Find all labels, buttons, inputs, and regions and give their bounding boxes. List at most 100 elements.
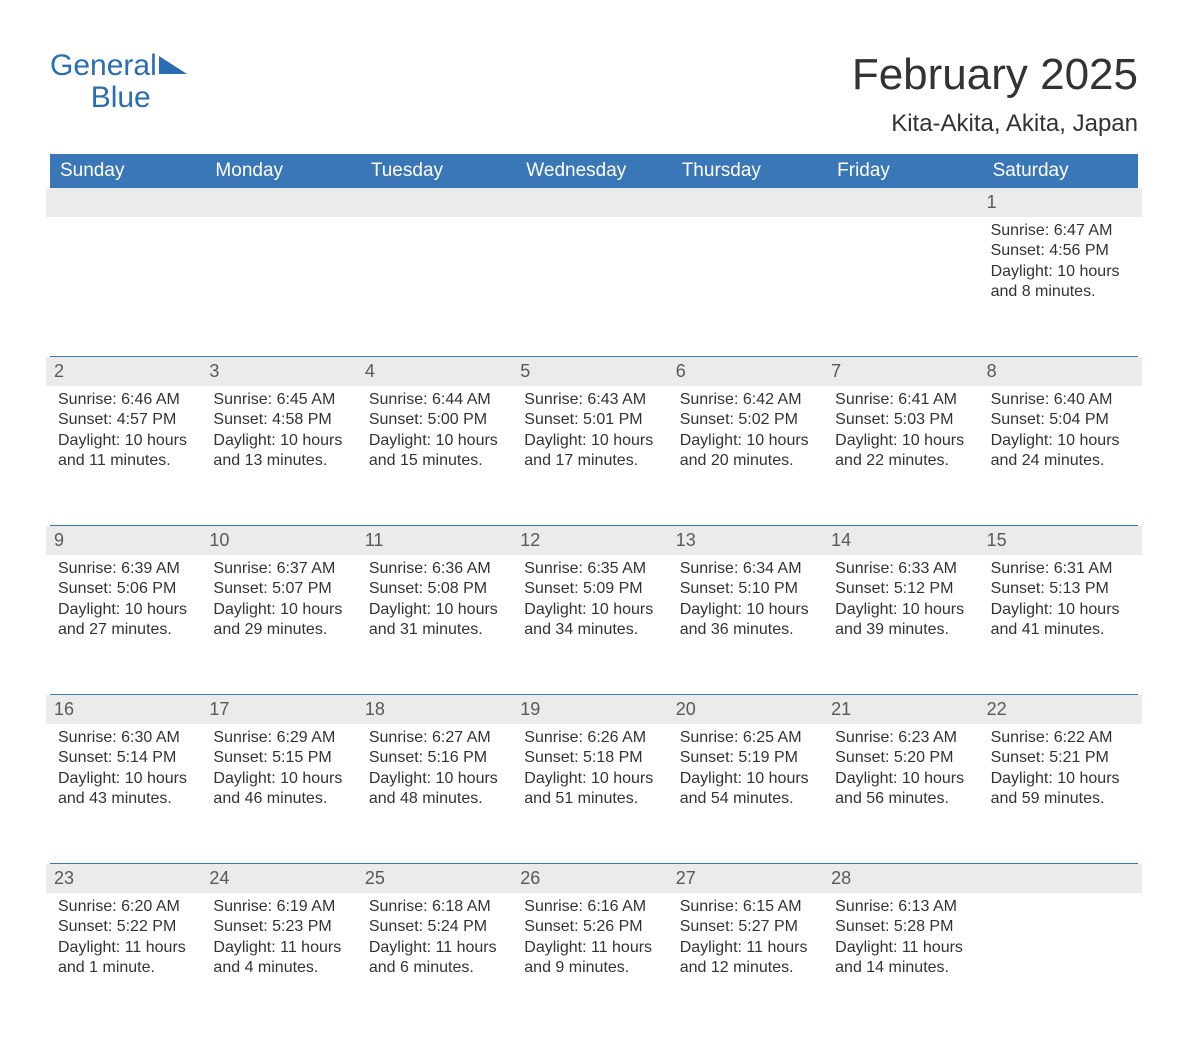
sunset-text: Sunset: 5:19 PM <box>680 748 819 768</box>
week-separator <box>50 341 1138 357</box>
weekday-sunday: Sunday <box>50 154 205 188</box>
daylight-text: Daylight: 10 hours and 17 minutes. <box>524 431 663 472</box>
day-number: 5 <box>512 357 675 386</box>
sunset-text: Sunset: 5:28 PM <box>835 917 974 937</box>
sunrise-text: Sunrise: 6:15 AM <box>680 897 819 917</box>
day-number: 28 <box>823 864 986 893</box>
weekday-saturday: Saturday <box>983 154 1138 188</box>
sunrise-text: Sunrise: 6:47 AM <box>991 221 1130 241</box>
daylight-text: Daylight: 10 hours and 13 minutes. <box>213 431 352 472</box>
sunrise-text: Sunrise: 6:25 AM <box>680 728 819 748</box>
daylight-text: Daylight: 10 hours and 27 minutes. <box>58 600 197 641</box>
sunrise-text: Sunrise: 6:44 AM <box>369 390 508 410</box>
logo-triangle-icon <box>159 56 187 74</box>
week-info-row: Sunrise: 6:46 AMSunset: 4:57 PMDaylight:… <box>50 390 1138 510</box>
sunrise-text: Sunrise: 6:16 AM <box>524 897 663 917</box>
day-info: Sunrise: 6:25 AMSunset: 5:19 PMDaylight:… <box>676 728 823 810</box>
daylight-text: Daylight: 11 hours and 1 minute. <box>58 938 197 979</box>
day-number: 13 <box>668 526 831 555</box>
day-cell: Sunrise: 6:44 AMSunset: 5:00 PMDaylight:… <box>361 390 516 510</box>
sunset-text: Sunset: 5:18 PM <box>524 748 663 768</box>
day-cell: Sunrise: 6:22 AMSunset: 5:21 PMDaylight:… <box>983 728 1138 848</box>
day-cell: Sunrise: 6:31 AMSunset: 5:13 PMDaylight:… <box>983 559 1138 679</box>
daylight-text: Daylight: 10 hours and 51 minutes. <box>524 769 663 810</box>
day-info: Sunrise: 6:42 AMSunset: 5:02 PMDaylight:… <box>676 390 823 472</box>
sunrise-text: Sunrise: 6:39 AM <box>58 559 197 579</box>
sunset-text: Sunset: 5:23 PM <box>213 917 352 937</box>
day-info: Sunrise: 6:44 AMSunset: 5:00 PMDaylight:… <box>365 390 512 472</box>
day-info: Sunrise: 6:47 AMSunset: 4:56 PMDaylight:… <box>987 221 1134 303</box>
sunset-text: Sunset: 5:13 PM <box>991 579 1130 599</box>
day-number: 25 <box>357 864 520 893</box>
daylight-text: Daylight: 10 hours and 39 minutes. <box>835 600 974 641</box>
daylight-text: Daylight: 10 hours and 22 minutes. <box>835 431 974 472</box>
calendar-page: General Blue February 2025 Kita-Akita, A… <box>0 0 1188 1037</box>
sunrise-text: Sunrise: 6:19 AM <box>213 897 352 917</box>
day-info: Sunrise: 6:36 AMSunset: 5:08 PMDaylight:… <box>365 559 512 641</box>
day-number: 11 <box>357 526 520 555</box>
day-cell: Sunrise: 6:40 AMSunset: 5:04 PMDaylight:… <box>983 390 1138 510</box>
day-cell: Sunrise: 6:29 AMSunset: 5:15 PMDaylight:… <box>205 728 360 848</box>
daylight-text: Daylight: 10 hours and 43 minutes. <box>58 769 197 810</box>
week-info-row: Sunrise: 6:30 AMSunset: 5:14 PMDaylight:… <box>50 728 1138 848</box>
sunrise-text: Sunrise: 6:42 AM <box>680 390 819 410</box>
day-cell: Sunrise: 6:43 AMSunset: 5:01 PMDaylight:… <box>516 390 671 510</box>
day-info: Sunrise: 6:30 AMSunset: 5:14 PMDaylight:… <box>54 728 201 810</box>
sunrise-text: Sunrise: 6:26 AM <box>524 728 663 748</box>
week-info-row: Sunrise: 6:39 AMSunset: 5:06 PMDaylight:… <box>50 559 1138 679</box>
daylight-text: Daylight: 10 hours and 59 minutes. <box>991 769 1130 810</box>
empty-day-number <box>512 188 675 217</box>
day-cell: Sunrise: 6:13 AMSunset: 5:28 PMDaylight:… <box>827 897 982 1017</box>
daylight-text: Daylight: 10 hours and 56 minutes. <box>835 769 974 810</box>
sunset-text: Sunset: 5:07 PM <box>213 579 352 599</box>
day-number: 12 <box>512 526 675 555</box>
sunset-text: Sunset: 5:10 PM <box>680 579 819 599</box>
day-number: 2 <box>46 357 209 386</box>
day-cell: Sunrise: 6:20 AMSunset: 5:22 PMDaylight:… <box>50 897 205 1017</box>
day-info: Sunrise: 6:37 AMSunset: 5:07 PMDaylight:… <box>209 559 356 641</box>
week-daynum-row: 1 <box>50 188 1138 221</box>
sunrise-text: Sunrise: 6:34 AM <box>680 559 819 579</box>
empty-day-number <box>46 188 209 217</box>
day-cell: Sunrise: 6:47 AMSunset: 4:56 PMDaylight:… <box>983 221 1138 341</box>
weekday-header: SundayMondayTuesdayWednesdayThursdayFrid… <box>50 154 1138 188</box>
day-number: 26 <box>512 864 675 893</box>
day-info: Sunrise: 6:27 AMSunset: 5:16 PMDaylight:… <box>365 728 512 810</box>
sunset-text: Sunset: 4:56 PM <box>991 241 1130 261</box>
day-number: 18 <box>357 695 520 724</box>
sunset-text: Sunset: 5:01 PM <box>524 410 663 430</box>
day-info: Sunrise: 6:31 AMSunset: 5:13 PMDaylight:… <box>987 559 1134 641</box>
day-number: 22 <box>979 695 1142 724</box>
weekday-tuesday: Tuesday <box>361 154 516 188</box>
sunrise-text: Sunrise: 6:46 AM <box>58 390 197 410</box>
day-number: 8 <box>979 357 1142 386</box>
daylight-text: Daylight: 11 hours and 12 minutes. <box>680 938 819 979</box>
weeks-container: 1Sunrise: 6:47 AMSunset: 4:56 PMDaylight… <box>50 188 1138 1017</box>
weekday-friday: Friday <box>827 154 982 188</box>
sunset-text: Sunset: 5:06 PM <box>58 579 197 599</box>
sunrise-text: Sunrise: 6:40 AM <box>991 390 1130 410</box>
day-cell: Sunrise: 6:30 AMSunset: 5:14 PMDaylight:… <box>50 728 205 848</box>
day-cell: Sunrise: 6:46 AMSunset: 4:57 PMDaylight:… <box>50 390 205 510</box>
day-cell: Sunrise: 6:19 AMSunset: 5:23 PMDaylight:… <box>205 897 360 1017</box>
day-cell: Sunrise: 6:27 AMSunset: 5:16 PMDaylight:… <box>361 728 516 848</box>
day-info: Sunrise: 6:39 AMSunset: 5:06 PMDaylight:… <box>54 559 201 641</box>
sunset-text: Sunset: 4:58 PM <box>213 410 352 430</box>
day-number: 24 <box>201 864 364 893</box>
month-title: February 2025 <box>852 50 1138 100</box>
day-number: 14 <box>823 526 986 555</box>
sunrise-text: Sunrise: 6:35 AM <box>524 559 663 579</box>
sunset-text: Sunset: 5:21 PM <box>991 748 1130 768</box>
empty-day-cell <box>361 221 516 341</box>
day-number: 10 <box>201 526 364 555</box>
week-daynum-row: 232425262728 <box>50 864 1138 897</box>
empty-day-cell <box>672 221 827 341</box>
daylight-text: Daylight: 10 hours and 8 minutes. <box>991 262 1130 303</box>
day-cell: Sunrise: 6:42 AMSunset: 5:02 PMDaylight:… <box>672 390 827 510</box>
sunset-text: Sunset: 5:09 PM <box>524 579 663 599</box>
day-cell: Sunrise: 6:45 AMSunset: 4:58 PMDaylight:… <box>205 390 360 510</box>
day-info: Sunrise: 6:23 AMSunset: 5:20 PMDaylight:… <box>831 728 978 810</box>
day-info: Sunrise: 6:19 AMSunset: 5:23 PMDaylight:… <box>209 897 356 979</box>
day-cell: Sunrise: 6:34 AMSunset: 5:10 PMDaylight:… <box>672 559 827 679</box>
day-cell: Sunrise: 6:18 AMSunset: 5:24 PMDaylight:… <box>361 897 516 1017</box>
